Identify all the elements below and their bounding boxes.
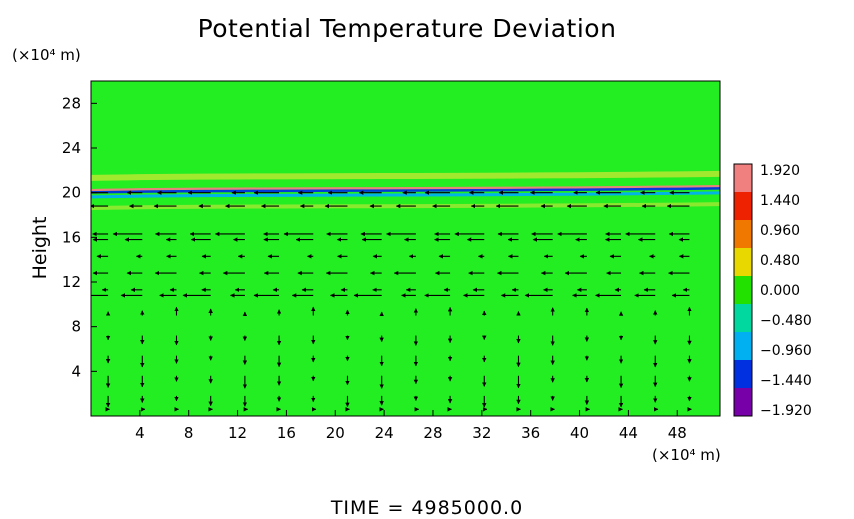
plot-frame [90, 80, 721, 417]
colorbar-segment [734, 192, 752, 221]
x-tick-label: 48 [668, 424, 687, 442]
x-tick-label: 40 [570, 424, 589, 442]
colorbar-segment [734, 332, 752, 361]
x-tick-label: 36 [521, 424, 540, 442]
colorbar-label: 1.440 [760, 193, 800, 209]
x-tick-label: 32 [472, 424, 491, 442]
colorbar-segment [734, 388, 752, 417]
colorbar-label: −0.960 [760, 343, 812, 359]
colorbar-label: −1.440 [760, 373, 812, 389]
y-axis-unit-label: (×10⁴ m) [12, 46, 81, 64]
colorbar-segment [734, 164, 752, 193]
y-tick-label: 24 [62, 139, 81, 157]
time-label: TIME = 4985000.0 [330, 497, 524, 519]
colorbar-segment [734, 220, 752, 249]
field-layer [91, 191, 720, 199]
x-tick-label: 20 [326, 424, 345, 442]
x-tick-label: 12 [228, 424, 247, 442]
y-tick-label: 8 [71, 318, 81, 336]
colorbar-label: 0.480 [760, 253, 800, 269]
colorbar-segment [734, 276, 752, 305]
y-tick-label: 4 [71, 362, 81, 380]
colorbar: 1.920 1.440 0.960 0.480 0.000 −0.480 −0.960 −1.… [733, 163, 812, 419]
field-layer [91, 170, 720, 181]
plot-background [91, 81, 720, 416]
colorbar-frame [733, 163, 753, 417]
x-axis-ticks: 4 8 12 16 20 24 28 32 36 40 44 48 [135, 410, 687, 442]
y-axis-ticks: 4 8 12 16 20 24 28 [62, 94, 97, 380]
x-tick-label: 28 [423, 424, 442, 442]
wind-vectors [91, 190, 692, 412]
colorbar-label: −1.920 [760, 403, 812, 419]
x-tick-label: 24 [375, 424, 394, 442]
y-tick-label: 12 [62, 273, 81, 291]
y-tick-label: 16 [62, 228, 81, 246]
x-tick-label: 4 [135, 424, 145, 442]
y-tick-label: 20 [62, 184, 81, 202]
colorbar-segment [734, 304, 752, 333]
chart-title: Potential Temperature Deviation [197, 14, 617, 43]
x-tick-label: 8 [184, 424, 194, 442]
colorbar-label: −0.480 [760, 313, 812, 329]
colorbar-label: 1.920 [760, 163, 800, 179]
colorbar-label: 0.000 [760, 283, 800, 299]
x-axis-unit-label: (×10⁴ m) [652, 446, 721, 464]
field-layer [91, 184, 720, 192]
x-tick-label: 44 [619, 424, 638, 442]
colorbar-segment [734, 248, 752, 277]
x-tick-label: 16 [277, 424, 296, 442]
plot-area [90, 80, 721, 417]
colorbar-label: 0.960 [760, 223, 800, 239]
y-tick-label: 28 [62, 94, 81, 112]
colorbar-segment [734, 360, 752, 389]
